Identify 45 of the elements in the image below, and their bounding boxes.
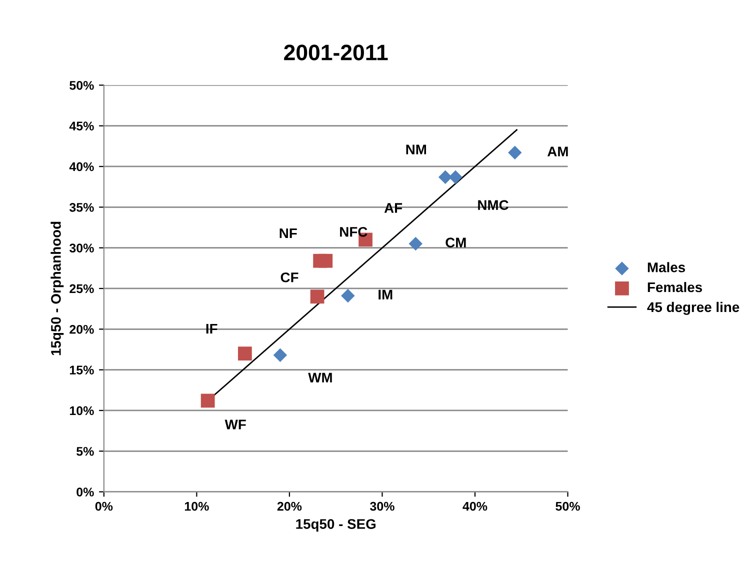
y-tick-label: 35% bbox=[69, 202, 94, 212]
annotation: NFC bbox=[340, 226, 368, 237]
y-tick-label: 25% bbox=[70, 284, 94, 294]
annotation: AM bbox=[547, 146, 568, 156]
annotation: NM bbox=[406, 144, 426, 154]
point bbox=[238, 346, 252, 360]
x-tick-label: 10% bbox=[184, 502, 209, 511]
point bbox=[408, 236, 422, 251]
x-tick-label: 20% bbox=[277, 502, 302, 511]
point bbox=[318, 254, 333, 268]
legend-label: 45 degree line bbox=[647, 302, 740, 315]
x-tick-label: 50% bbox=[556, 502, 580, 511]
annotation: CM bbox=[446, 238, 466, 248]
y-axis-title: 15q50 - Orphanhood bbox=[50, 222, 64, 356]
annotation: CF bbox=[280, 272, 298, 282]
y-tick-label: 50% bbox=[70, 80, 94, 90]
annotation: NMC bbox=[478, 200, 508, 210]
y-tick-label: 15% bbox=[70, 366, 94, 374]
y-tick-label: 10% bbox=[70, 406, 94, 416]
point bbox=[310, 290, 324, 304]
x-tick-label: 40% bbox=[462, 502, 488, 511]
annotation: WM bbox=[308, 372, 332, 382]
y-tick-label: 40% bbox=[69, 162, 94, 172]
point bbox=[341, 288, 355, 303]
annotation: WF bbox=[224, 420, 246, 430]
point bbox=[508, 146, 522, 160]
x-tick-label: 30% bbox=[370, 502, 394, 511]
point bbox=[448, 170, 462, 184]
annotation: IF bbox=[206, 324, 218, 334]
x-tick-label: 0% bbox=[95, 502, 113, 511]
legend-label: Males bbox=[648, 262, 686, 272]
y-tick-label: 5% bbox=[76, 446, 94, 456]
point bbox=[438, 170, 452, 184]
annotation: AF bbox=[384, 203, 402, 213]
chart-title: 2001-2011 bbox=[284, 44, 388, 60]
point bbox=[273, 348, 288, 362]
x-axis-title: 15q50 - SEG bbox=[296, 519, 376, 532]
y-tick-label: 45% bbox=[69, 122, 94, 130]
y-tick-label: 20% bbox=[70, 324, 94, 334]
point bbox=[200, 394, 215, 408]
y-tick-label: 0% bbox=[76, 488, 94, 496]
legend-label: Females bbox=[648, 282, 702, 292]
y-tick-label: 30% bbox=[69, 244, 94, 252]
annotation: IM bbox=[378, 290, 392, 300]
annotation: NF bbox=[280, 228, 297, 238]
